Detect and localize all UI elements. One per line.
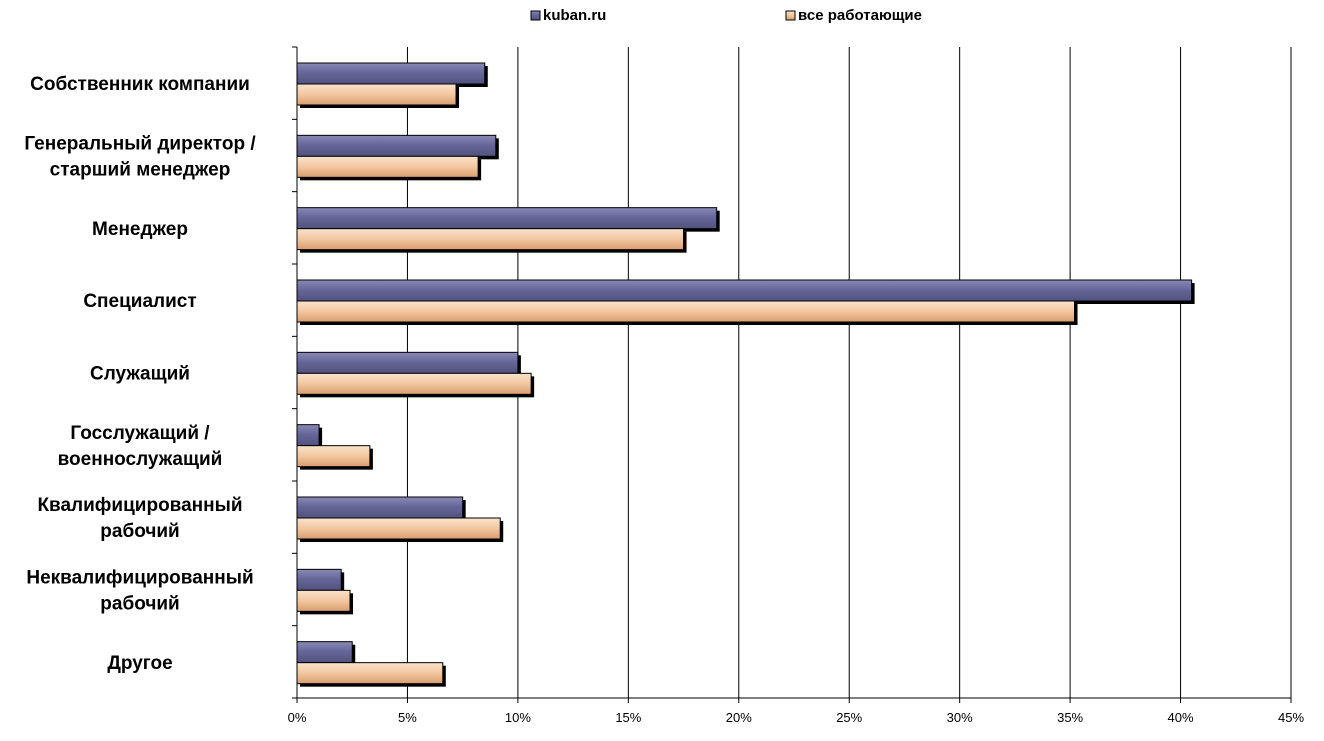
gridlines [406, 47, 1292, 698]
category-label: Менеджер [92, 219, 188, 240]
x-tick-label: 5% [398, 710, 417, 725]
bar-kuban-ru [296, 62, 486, 85]
category-label: Другое [107, 653, 172, 674]
category-label: Квалифицированный рабочий [37, 495, 242, 542]
x-tick-label: 20% [726, 710, 752, 725]
bar-all-workers [296, 155, 479, 178]
bar-all-workers [296, 662, 444, 685]
legend-label: все работающие [798, 7, 922, 24]
bar-all-workers [296, 228, 685, 251]
legend-swatch [785, 10, 796, 21]
bar-kuban-ru [296, 351, 519, 374]
x-tick-label: 10% [505, 710, 531, 725]
category-label: Собственник компании [30, 74, 250, 95]
category-label: Генеральный директор / старший менеджер [24, 134, 256, 181]
legend: kuban.ru все работающие [530, 7, 922, 24]
bar-kuban-ru [296, 641, 353, 664]
x-tick-label: 30% [947, 710, 973, 725]
category-label: Специалист [83, 291, 196, 312]
bars [296, 62, 1195, 687]
bar-all-workers [296, 300, 1076, 323]
category-label: Госслужащий / военнослужащий [58, 423, 223, 470]
legend-label: kuban.ru [543, 7, 606, 24]
bar-all-workers [296, 517, 501, 540]
category-labels: Собственник компании Генеральный директор… [24, 74, 256, 674]
category-label: Служащий [90, 364, 190, 385]
category-label: Неквалифицированный рабочий [26, 568, 253, 615]
bar-kuban-ru [296, 207, 718, 230]
bar-kuban-ru [296, 496, 464, 519]
bar-kuban-ru [296, 568, 342, 591]
legend-swatch [530, 10, 541, 21]
x-tick-label: 15% [615, 710, 641, 725]
bar-all-workers [296, 589, 351, 612]
bar-all-workers [296, 445, 371, 468]
x-tick-label: 35% [1057, 710, 1083, 725]
bar-all-workers [296, 83, 457, 106]
bar-kuban-ru [296, 279, 1193, 302]
x-tick-labels: 0% 5% 10% 15% 20% 25% 30% 35% 40% 45% [288, 710, 1305, 725]
bar-all-workers [296, 372, 532, 395]
bar-kuban-ru [296, 134, 497, 157]
x-tick-label: 45% [1278, 710, 1304, 725]
bar-kuban-ru [296, 424, 320, 447]
x-tick-label: 40% [1168, 710, 1194, 725]
x-tick-label: 0% [288, 710, 307, 725]
x-tick-label: 25% [836, 710, 862, 725]
